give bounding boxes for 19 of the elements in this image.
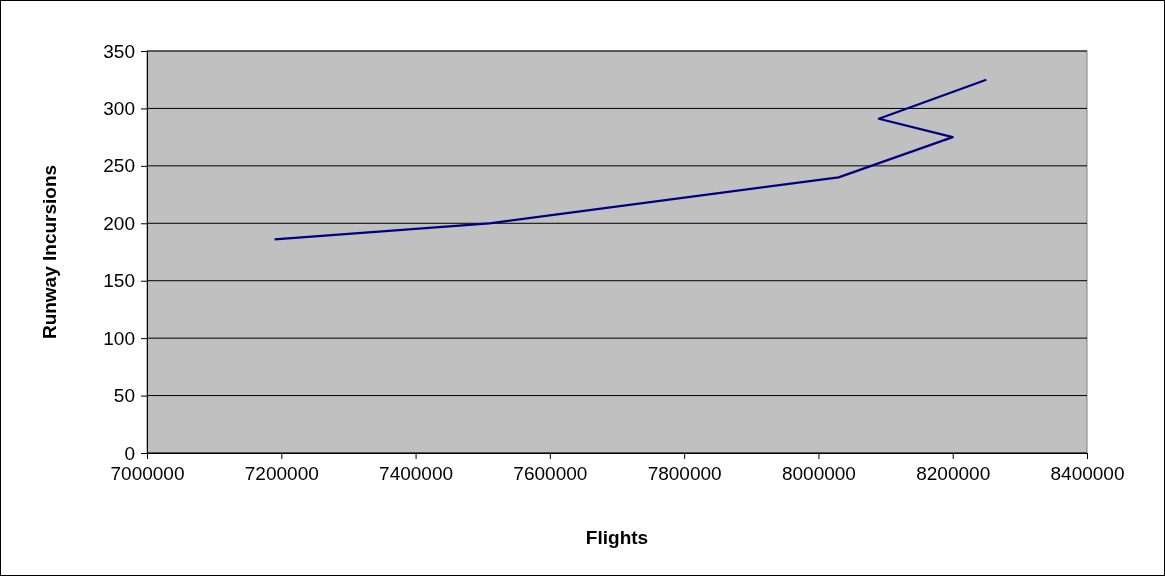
y-tick-label: 250 (103, 155, 135, 177)
x-tick-label: 7400000 (379, 463, 454, 485)
y-axis-title: Runway Incursions (39, 164, 60, 340)
x-tick-label: 8400000 (1050, 463, 1125, 485)
y-tick-label: 150 (103, 270, 135, 292)
x-tick-label: 8200000 (916, 463, 991, 485)
x-tick-label: 7000000 (110, 463, 185, 485)
x-axis-title: Flights (585, 527, 649, 548)
y-tick-label: 50 (113, 385, 135, 407)
x-tick-label: 8000000 (781, 463, 856, 485)
x-tick-label: 7200000 (244, 463, 319, 485)
y-tick-label: 300 (103, 98, 135, 120)
y-tick-label: 0 (124, 442, 135, 464)
line-series (273, 78, 988, 241)
y-tick-label: 350 (103, 40, 135, 62)
y-tick-label: 100 (103, 327, 135, 349)
x-tick-label: 7600000 (513, 463, 588, 485)
x-tick-label: 7800000 (647, 463, 722, 485)
y-tick-label: 200 (103, 212, 135, 234)
